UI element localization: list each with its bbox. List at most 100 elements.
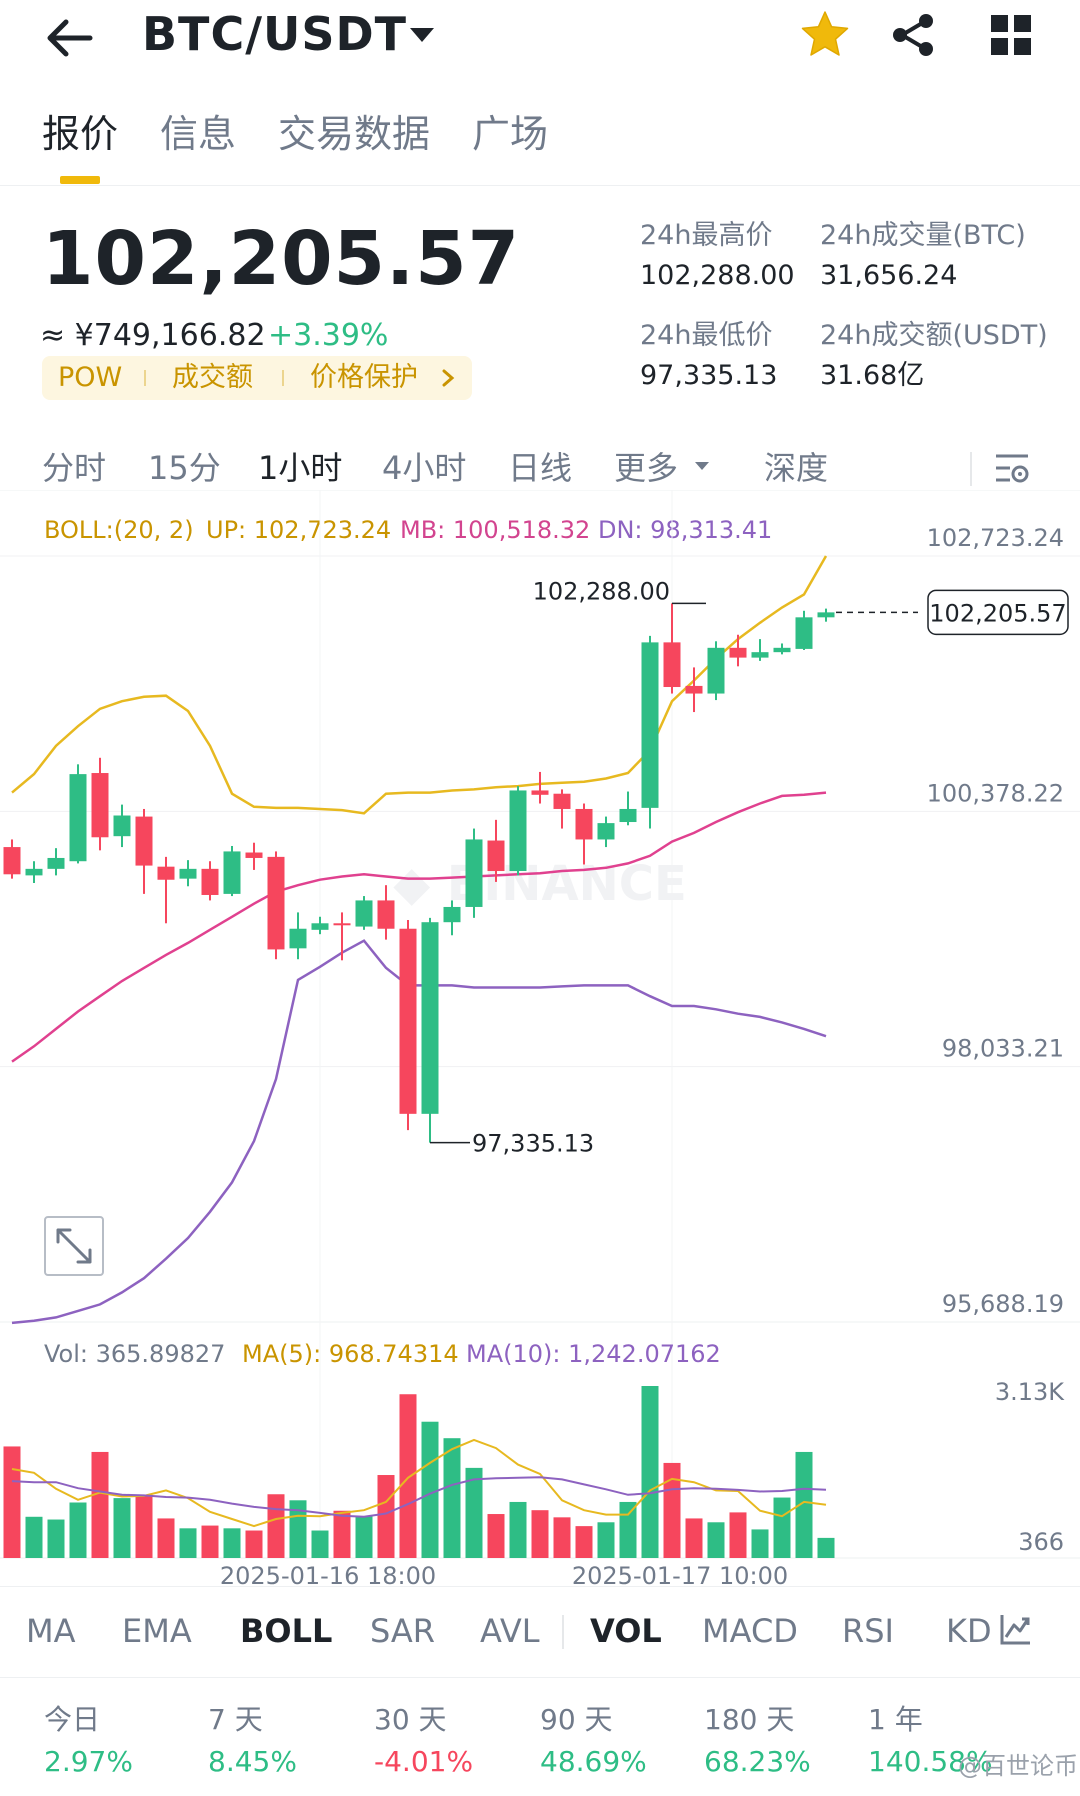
candle-body: [91, 773, 109, 838]
low-value: 97,335.13: [640, 360, 778, 391]
candle-body: [245, 852, 263, 858]
candle-body: [795, 617, 813, 649]
last-price: 102,205.57: [42, 216, 521, 302]
drawing-tool-button[interactable]: [996, 1609, 1036, 1649]
volume-bar: [421, 1421, 439, 1558]
candle-body: [201, 868, 219, 895]
back-button[interactable]: [40, 8, 100, 68]
volume-axis-label: 366: [1018, 1528, 1064, 1556]
price-axis-label: 102,723.24: [927, 524, 1064, 552]
high-marker-label: 102,288.00: [533, 577, 670, 605]
indicator-sar[interactable]: SAR: [370, 1612, 436, 1650]
last-price-box: [927, 589, 1069, 636]
volume-bar: [355, 1516, 373, 1558]
performance-value: 2.97%: [44, 1745, 133, 1778]
indicator-kd[interactable]: KD: [946, 1612, 992, 1650]
tab-quote[interactable]: 报价: [42, 112, 119, 156]
interval-1h[interactable]: 1小时: [258, 449, 343, 487]
indicator-macd[interactable]: MACD: [702, 1612, 798, 1650]
interval-1d[interactable]: 日线: [508, 449, 573, 487]
volume-bar: [443, 1438, 461, 1558]
indicator-boll[interactable]: BOLL: [240, 1612, 333, 1650]
price-axis-label: 100,378.22: [927, 779, 1064, 807]
volume-bar: [245, 1530, 263, 1558]
tag-turnover: 成交额: [172, 362, 253, 393]
volume-btc-label: 24h成交量(BTC): [820, 220, 1026, 251]
candle-body: [421, 922, 439, 1114]
volume-bar: [157, 1518, 175, 1558]
interval-4h[interactable]: 4小时: [382, 449, 467, 487]
interval-timeline[interactable]: 分时: [42, 449, 107, 487]
volume-bar: [619, 1501, 637, 1558]
candle-body: [487, 840, 505, 872]
performance-value: 8.45%: [208, 1745, 297, 1778]
caret-down-icon: [695, 462, 709, 470]
tag-pow: POW: [58, 362, 123, 393]
candle-body: [399, 928, 417, 1114]
volume-btc-value: 31,656.24: [820, 260, 958, 291]
indicator-rsi[interactable]: RSI: [842, 1612, 894, 1650]
candle-body: [641, 642, 659, 808]
candle-body: [597, 823, 615, 840]
candle-body: [333, 923, 351, 926]
candle-body: [355, 900, 373, 927]
performance-value: 140.58%: [868, 1745, 993, 1778]
volume-bar: [333, 1510, 351, 1558]
vol-ma5-legend: MA(5): 968.74314: [242, 1340, 459, 1368]
boll-up-legend: UP: 102,723.24: [206, 516, 392, 544]
candle-body: [553, 793, 571, 809]
boll-dn-line: [11, 939, 827, 1325]
volume-bar: [223, 1528, 241, 1558]
volume-bar: [113, 1498, 131, 1558]
interval-15m[interactable]: 15分: [148, 449, 221, 487]
candle-body: [135, 816, 153, 866]
candle-body: [443, 906, 461, 923]
share-button[interactable]: [884, 6, 942, 64]
boll-params: BOLL:(20, 2): [44, 516, 194, 544]
performance-value: 68.23%: [704, 1745, 811, 1778]
drawing-tool-icon: [1000, 1615, 1030, 1645]
vol-ma10-line: [11, 1476, 827, 1518]
star-icon: [801, 11, 849, 56]
indicator-ma[interactable]: MA: [26, 1612, 76, 1650]
favorite-button[interactable]: [796, 6, 854, 64]
chart-settings-button[interactable]: [990, 446, 1034, 490]
grid-icon: [991, 15, 1031, 55]
volume-bar: [663, 1462, 681, 1558]
expand-chart-button[interactable]: [44, 1216, 104, 1276]
pair-selector-button[interactable]: [402, 10, 442, 60]
candle-body: [289, 928, 307, 949]
time-axis-label: 2025-01-16 18:00: [220, 1562, 436, 1586]
tab-trade-data[interactable]: 交易数据: [278, 112, 431, 156]
kline-chart[interactable]: ◆ BINANCE 102,288.0097,335.13102,205.57 …: [0, 490, 1080, 1586]
volume-bar: [201, 1525, 219, 1558]
candle-body: [773, 647, 791, 653]
tab-underline: [60, 176, 100, 184]
candle-body: [575, 808, 593, 840]
performance-label: 今日: [44, 1703, 101, 1736]
boll-dn-legend: DN: 98,313.41: [598, 516, 773, 544]
indicator-avl[interactable]: AVL: [480, 1612, 540, 1650]
interval-more[interactable]: 更多: [614, 449, 679, 487]
high-value: 102,288.00: [640, 260, 795, 291]
tag-bar[interactable]: POW 成交额 价格保护: [42, 356, 472, 400]
vol-ma5-line: [11, 1438, 827, 1528]
tab-info[interactable]: 信息: [160, 112, 237, 156]
volume-bar: [399, 1394, 417, 1558]
boll-mb-legend: MB: 100,518.32: [400, 516, 591, 544]
indicator-ema[interactable]: EMA: [122, 1612, 192, 1650]
menu-grid-button[interactable]: [982, 6, 1040, 64]
interval-depth[interactable]: 深度: [764, 449, 829, 487]
pair-title[interactable]: BTC/USDT: [142, 7, 408, 61]
candle-body: [751, 652, 769, 658]
indicator-vol[interactable]: VOL: [590, 1612, 662, 1650]
volume-bar: [817, 1537, 835, 1558]
volume-usdt-label: 24h成交额(USDT): [820, 320, 1048, 351]
volume-bar: [795, 1451, 813, 1558]
tab-square[interactable]: 广场: [472, 112, 549, 156]
price-axis-label: 95,688.19: [942, 1290, 1064, 1318]
candle-body: [3, 847, 21, 875]
exchange-watermark: ◆ BINANCE: [393, 856, 687, 912]
volume-bar: [25, 1516, 43, 1558]
arrow-left-icon: [47, 19, 93, 57]
